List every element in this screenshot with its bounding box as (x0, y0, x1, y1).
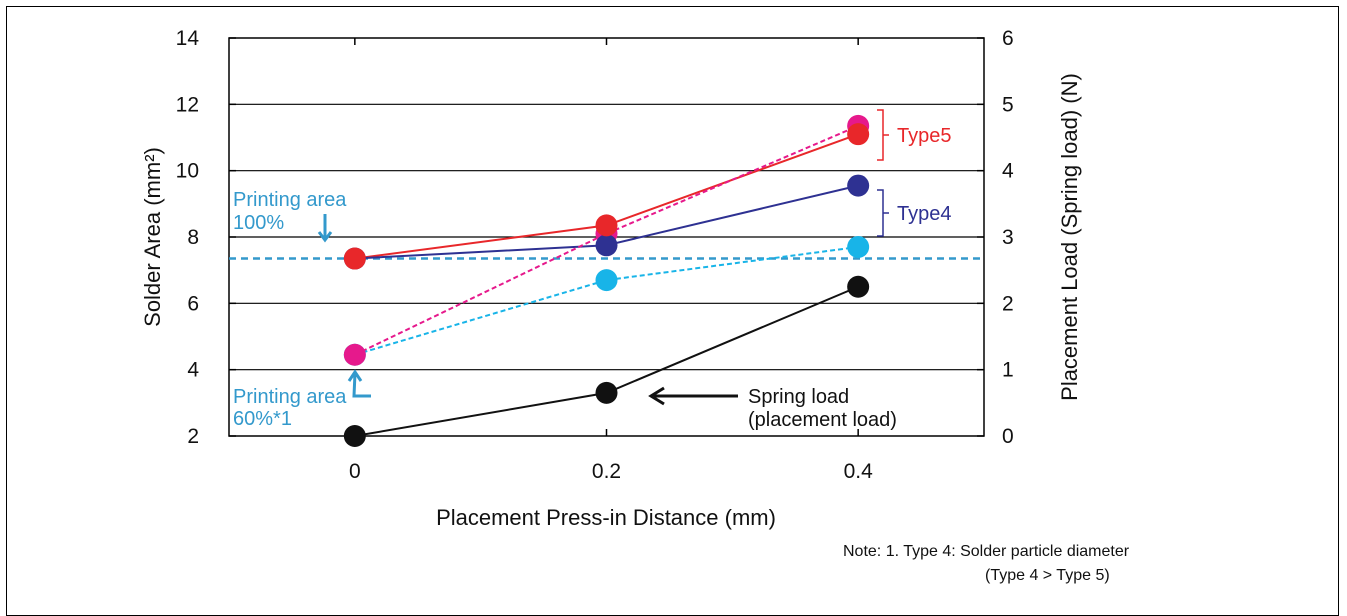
series-1-point (847, 174, 870, 197)
y-left-tick-label: 12 (176, 93, 199, 116)
y-left-tick-label: 14 (176, 27, 200, 50)
spring-load-arrow (648, 386, 738, 406)
note-line1: Note: 1. Type 4: Solder particle diamete… (843, 543, 1130, 560)
printing-60-label-line2: 60%*1 (233, 408, 292, 430)
y-left-tick-label: 6 (187, 292, 199, 315)
series-4-point (595, 381, 618, 404)
series-4-point (847, 275, 870, 298)
y-right-tick-label: 0 (1002, 425, 1014, 448)
series-3-point (847, 235, 870, 258)
x-tick-label: 0.2 (592, 460, 621, 483)
series-markers (343, 114, 870, 447)
series-2-point (343, 343, 366, 366)
y-left-tick-label: 10 (176, 160, 199, 183)
type5-label: Type5 (897, 125, 951, 147)
x-tick-label: 0 (349, 460, 361, 483)
type4-label: Type4 (897, 203, 951, 225)
y-right-tick-label: 1 (1002, 359, 1014, 382)
series-0-point (847, 123, 870, 146)
x-tick-label: 0.4 (844, 460, 874, 483)
series-3-point (595, 269, 618, 292)
series-4-point (343, 425, 366, 447)
x-axis-label: Placement Press-in Distance (mm) (436, 505, 776, 530)
y-left-tick-label: 2 (187, 425, 199, 448)
type5-bracket (877, 109, 889, 161)
series-0-point (343, 247, 366, 270)
printing-100-label-line1: Printing area (233, 189, 347, 211)
y-axis-left-label: Solder Area (mm²) (140, 147, 165, 327)
y-right-tick-label: 5 (1002, 93, 1014, 116)
y-right-tick-label: 2 (1002, 292, 1014, 315)
y-axis-right-label: Placement Load (Spring load) (N) (1057, 73, 1082, 401)
printing-60-arrow (347, 369, 371, 398)
printing-100-label-line2: 100% (233, 212, 284, 234)
note-line2: (Type 4 > Type 5) (985, 567, 1110, 584)
y-left-tick-label: 4 (187, 359, 199, 382)
y-right-tick-label: 4 (1002, 160, 1014, 183)
printing-60-label-line1: Printing area (233, 386, 347, 408)
spring-load-label-line2: (placement load) (748, 409, 897, 431)
series-1-point (595, 234, 618, 257)
y-left-tick-label: 8 (187, 226, 199, 249)
y-right-tick-label: 3 (1002, 226, 1014, 249)
spring-load-label-line1: Spring load (748, 386, 849, 408)
type4-bracket (877, 189, 889, 237)
series-line-3 (354, 245, 859, 356)
printing-100-arrow (317, 214, 333, 243)
series-0-point (595, 214, 618, 237)
y-right-tick-label: 6 (1002, 27, 1014, 50)
figure-frame (6, 6, 1339, 616)
